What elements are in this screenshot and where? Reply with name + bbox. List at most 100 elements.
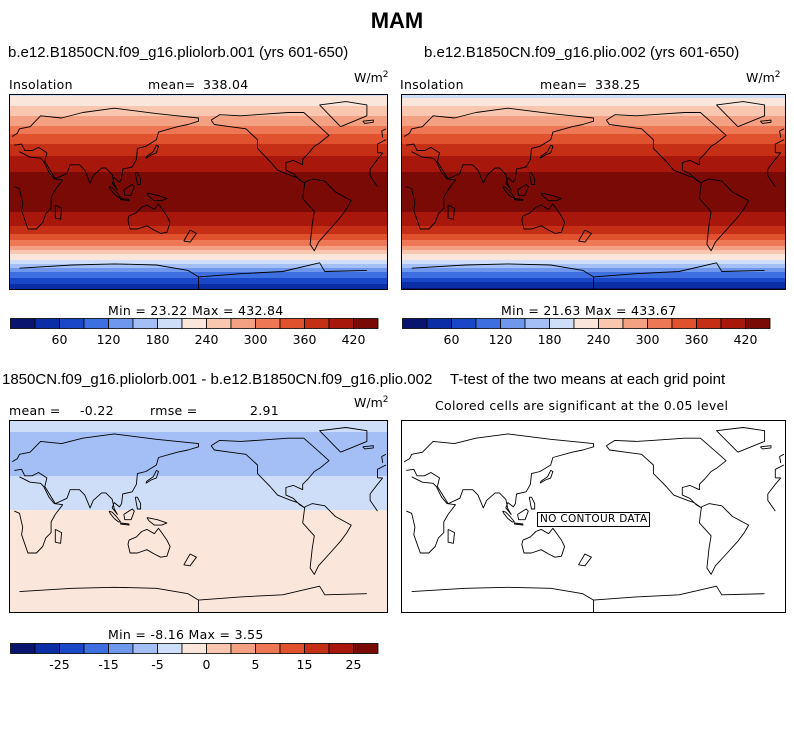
colorbar-box	[206, 318, 232, 329]
field-band	[9, 430, 388, 433]
field-band	[9, 484, 388, 487]
field-band	[9, 224, 388, 227]
coastline-segment	[120, 198, 130, 202]
field-band	[401, 224, 786, 227]
field-band	[401, 168, 786, 171]
field-band	[401, 112, 786, 115]
field-band	[9, 232, 388, 235]
coastline-segment	[593, 585, 765, 601]
field-band	[9, 472, 388, 475]
field-band	[9, 264, 388, 267]
field-band	[401, 172, 786, 175]
panel2-minmax: Min = 21.63 Max = 433.67	[501, 303, 677, 318]
colorbar-box	[255, 643, 281, 654]
colorbar-tick-label: 420	[342, 332, 366, 347]
field-band	[9, 122, 388, 125]
field-band	[9, 138, 388, 141]
field-band	[9, 468, 388, 471]
field-band	[9, 198, 388, 201]
field-band	[401, 274, 786, 277]
field-band	[9, 196, 388, 199]
coastline-segment	[502, 510, 515, 523]
colorbar-box	[279, 318, 305, 329]
field-band	[401, 218, 786, 221]
colorbar-box	[720, 318, 746, 329]
coastline-segment	[302, 503, 352, 575]
coastline-segment	[362, 445, 374, 450]
field-band	[9, 98, 388, 101]
field-band	[401, 184, 786, 187]
colorbar-tick-label: -5	[151, 657, 163, 672]
field-band	[9, 552, 388, 555]
colorbar-box	[230, 318, 256, 329]
coastlines	[11, 101, 387, 290]
colorbar-box	[402, 318, 428, 329]
coastline-segment	[716, 427, 766, 453]
coastline-segment	[406, 476, 456, 554]
colorbar-box	[426, 318, 452, 329]
field-band	[9, 452, 388, 455]
colorbar-box	[304, 318, 330, 329]
field-band	[401, 180, 786, 183]
field-band	[401, 214, 786, 217]
coastline-segment	[698, 503, 750, 575]
field-band	[9, 236, 388, 239]
field-band	[9, 270, 388, 273]
field-band	[9, 274, 388, 277]
field-band	[401, 270, 786, 273]
colorbar-tick-label: 25	[346, 657, 362, 672]
panel2-field-label: Insolation	[400, 77, 464, 92]
coastline-segment	[517, 508, 529, 521]
coastline-segment	[411, 586, 594, 613]
field-band	[9, 512, 388, 515]
field-band	[9, 476, 388, 479]
field-band	[9, 106, 388, 109]
field-band	[9, 242, 388, 245]
field-band	[9, 508, 388, 511]
field-band	[9, 136, 388, 139]
field-band	[9, 266, 388, 269]
coastline-segment	[369, 169, 378, 187]
field-band	[401, 204, 786, 207]
field-band	[9, 192, 388, 195]
field-bands	[9, 420, 388, 613]
coastline-segment	[14, 151, 64, 230]
coastlines	[11, 427, 387, 613]
map-frame	[401, 420, 786, 613]
field-band	[9, 530, 388, 533]
field-band	[401, 240, 786, 243]
field-band	[401, 216, 786, 219]
colorbar-boxes	[10, 318, 379, 329]
field-band	[9, 250, 388, 253]
coastline-segment	[108, 186, 122, 198]
colorbar-box	[132, 643, 158, 654]
field-band	[9, 542, 388, 545]
colorbar-box	[83, 643, 109, 654]
field-band	[9, 556, 388, 559]
coastline-segment	[767, 494, 776, 512]
field-band	[401, 160, 786, 163]
colorbar-box	[328, 643, 354, 654]
colorbar-tick-label: 120	[97, 332, 121, 347]
coastline-segment	[779, 453, 785, 463]
field-band	[9, 448, 388, 451]
field-band	[9, 434, 388, 437]
field-band	[9, 132, 388, 135]
field-band	[9, 560, 388, 563]
coastline-segment	[19, 586, 199, 613]
field-band	[401, 206, 786, 209]
field-band	[401, 150, 786, 153]
field-band	[9, 546, 388, 549]
field-band	[9, 180, 388, 183]
field-band	[401, 126, 786, 129]
field-band	[401, 200, 786, 203]
panel2-map	[401, 94, 786, 290]
field-band	[401, 260, 786, 263]
field-band	[9, 150, 388, 153]
coastline-segment	[381, 453, 387, 463]
field-band	[9, 478, 388, 481]
field-band	[401, 156, 786, 159]
field-band	[401, 102, 786, 105]
colorbar-tick-label: 0	[203, 657, 211, 672]
field-band	[401, 182, 786, 185]
